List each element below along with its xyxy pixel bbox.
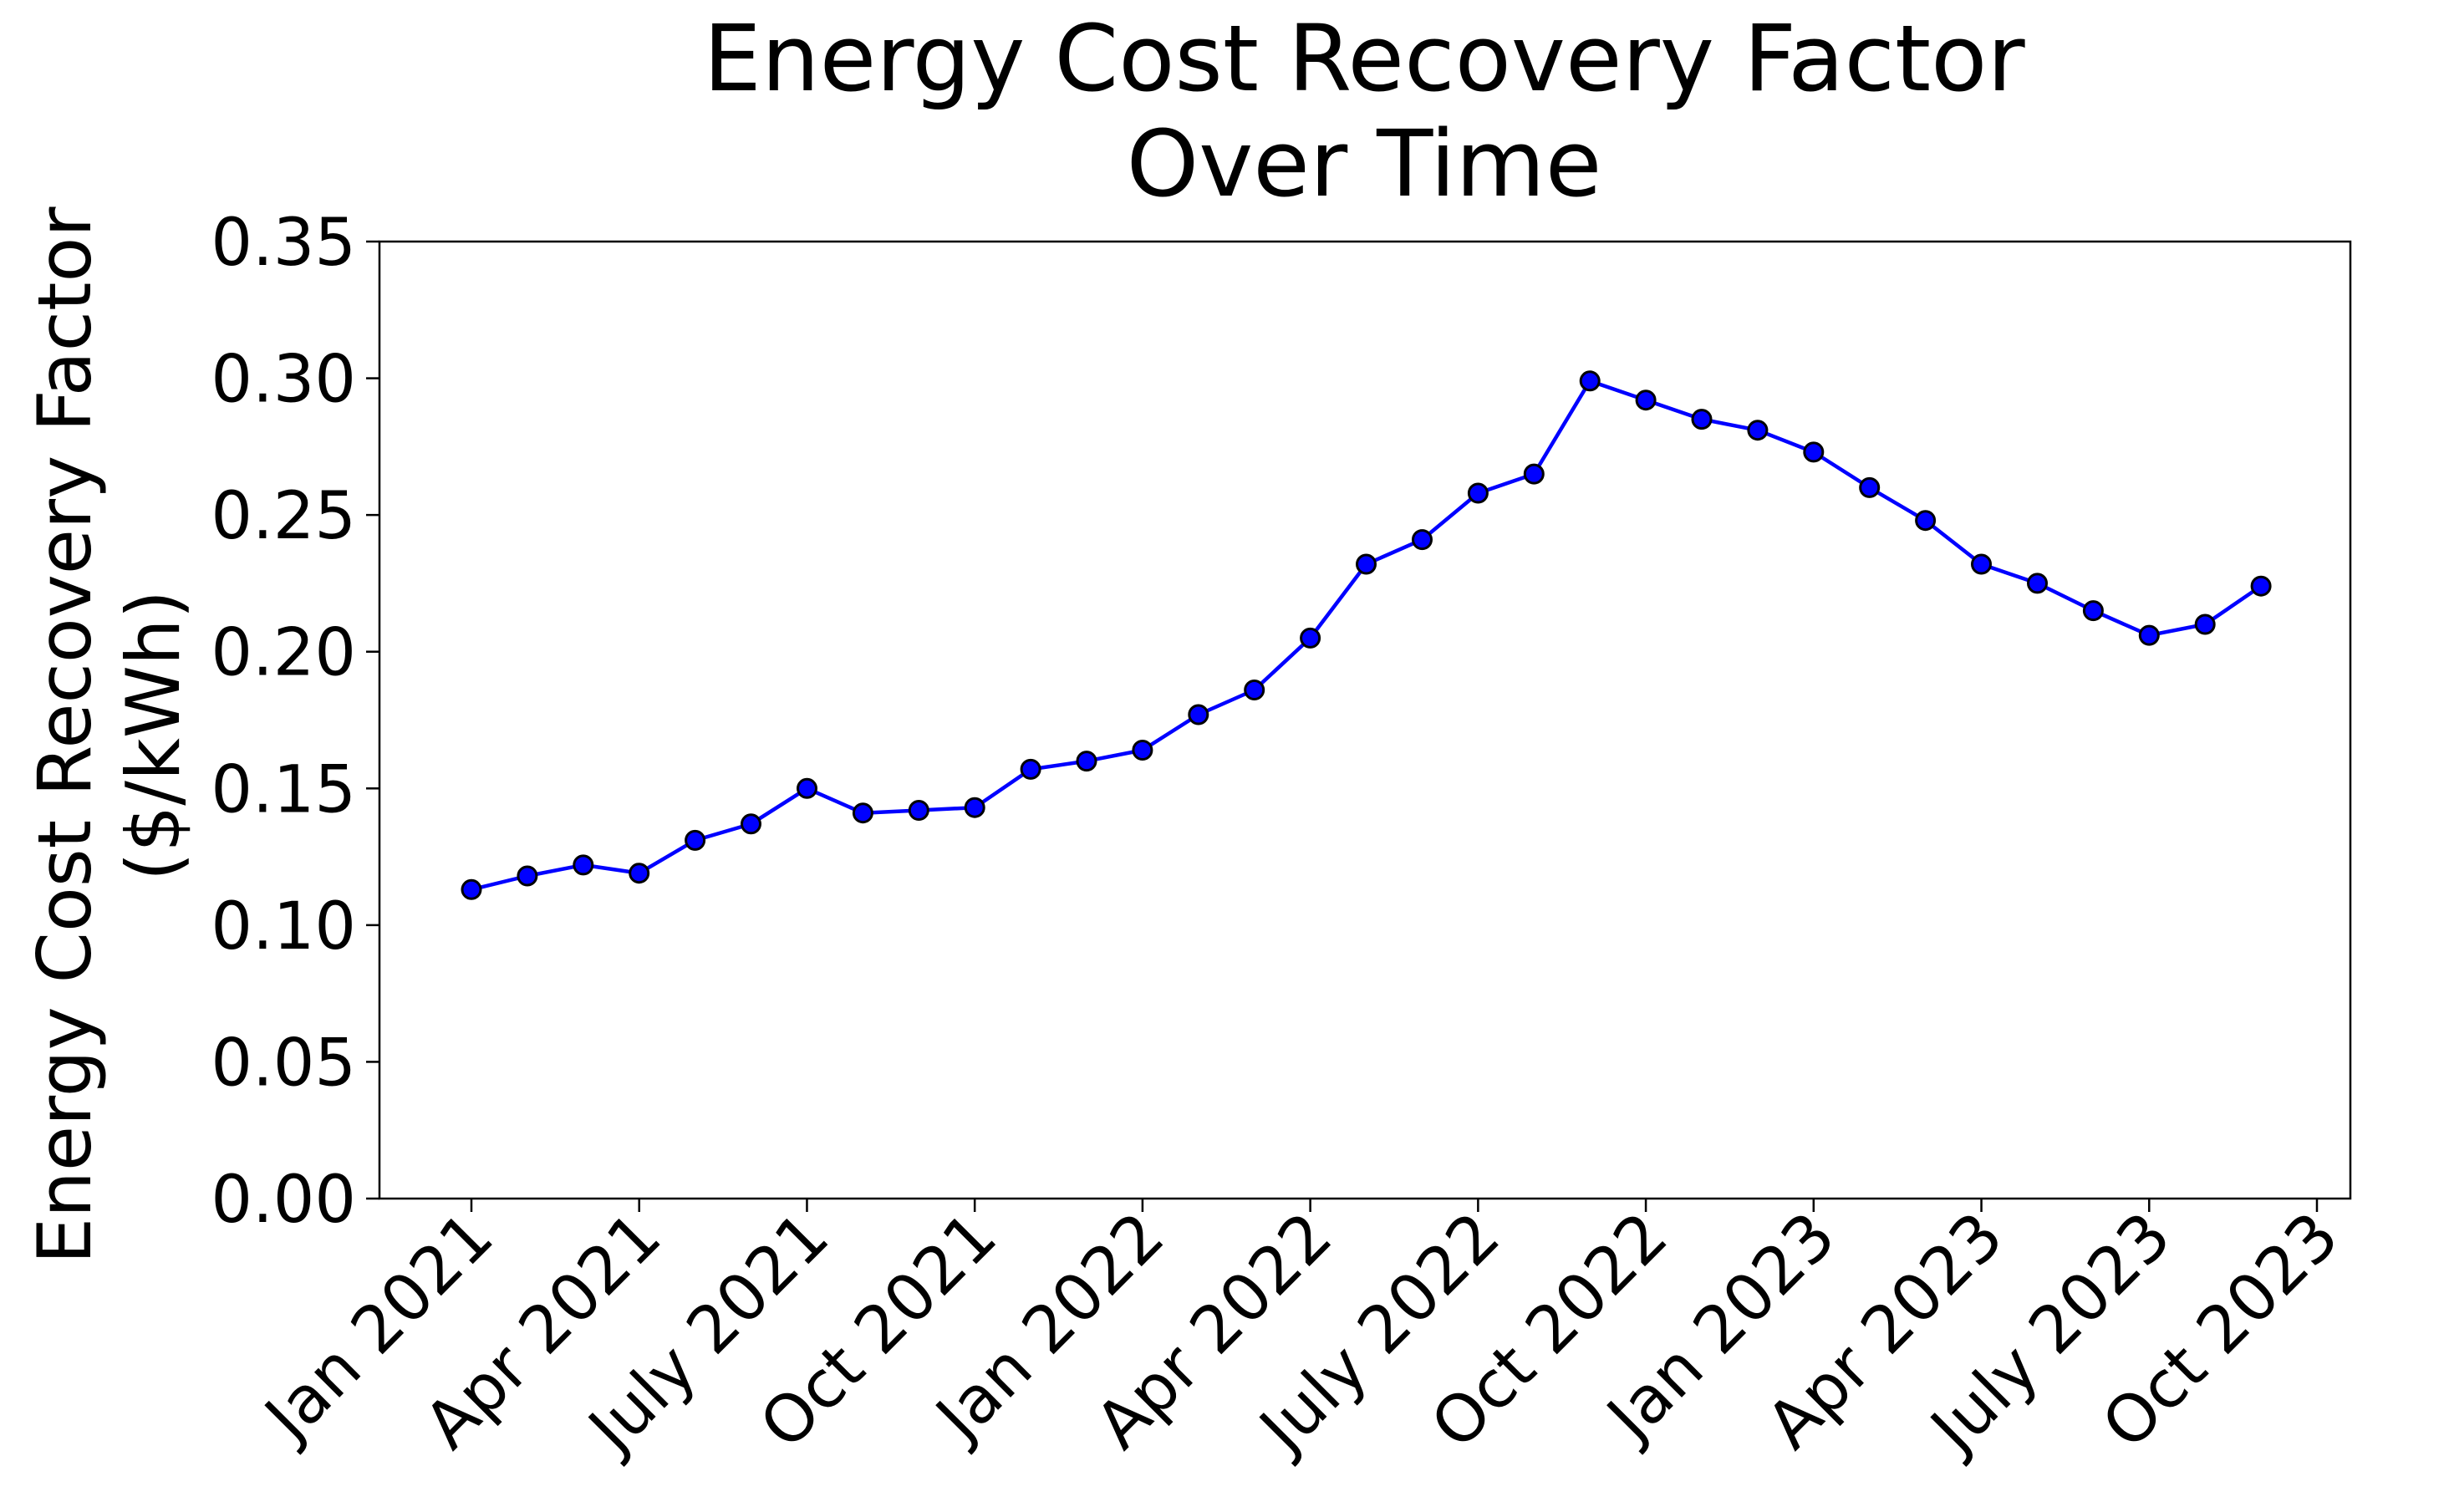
data-point — [908, 800, 929, 821]
data-point — [573, 854, 594, 876]
data-point — [2082, 600, 2104, 622]
data-point — [1691, 409, 1713, 430]
data-point — [2138, 624, 2160, 646]
y-tick-label: 0.00 — [211, 1163, 356, 1238]
data-point — [2027, 573, 2048, 594]
y-tick-label: 0.15 — [211, 752, 356, 827]
data-point — [1412, 529, 1433, 551]
data-point — [629, 863, 650, 884]
data-point — [1579, 370, 1601, 392]
data-point — [1188, 704, 1209, 725]
data-point — [1020, 758, 1041, 780]
data-point — [964, 797, 985, 818]
data-point — [1859, 476, 1881, 498]
data-point — [1971, 553, 1992, 575]
data-point — [1244, 680, 1265, 700]
data-point — [1076, 751, 1097, 772]
data-series — [461, 370, 2272, 900]
plot-area-frame — [378, 240, 2352, 1200]
y-tick-label: 0.35 — [211, 206, 356, 281]
y-tick-label: 0.20 — [211, 616, 356, 691]
data-point — [741, 813, 761, 835]
data-point — [1523, 463, 1545, 485]
data-point — [685, 829, 706, 851]
data-point — [1356, 553, 1377, 575]
data-point — [517, 865, 538, 887]
data-point — [1635, 389, 1657, 411]
chart-title-line-2: Over Time — [1127, 110, 1602, 217]
y-tick-label: 0.25 — [211, 479, 356, 554]
data-point — [2194, 613, 2216, 635]
y-tick-label: 0.05 — [211, 1026, 356, 1101]
data-point — [1300, 627, 1321, 649]
data-point — [1747, 420, 1769, 441]
y-axis-label-line-2: ($/kWh) — [110, 590, 196, 881]
data-point — [2250, 575, 2272, 597]
data-point — [1132, 740, 1153, 761]
data-point — [852, 802, 873, 824]
y-tick-label: 0.10 — [211, 889, 356, 965]
data-point — [1915, 510, 1937, 532]
data-point — [461, 878, 482, 900]
data-point — [1467, 482, 1489, 504]
data-point — [1803, 441, 1825, 463]
y-tick-label: 0.30 — [211, 343, 356, 418]
data-point — [797, 777, 817, 799]
y-axis-label-line-1: Energy Cost Recovery Factor — [22, 206, 108, 1265]
chart-title-line-1: Energy Cost Recovery Factor — [703, 5, 2025, 112]
